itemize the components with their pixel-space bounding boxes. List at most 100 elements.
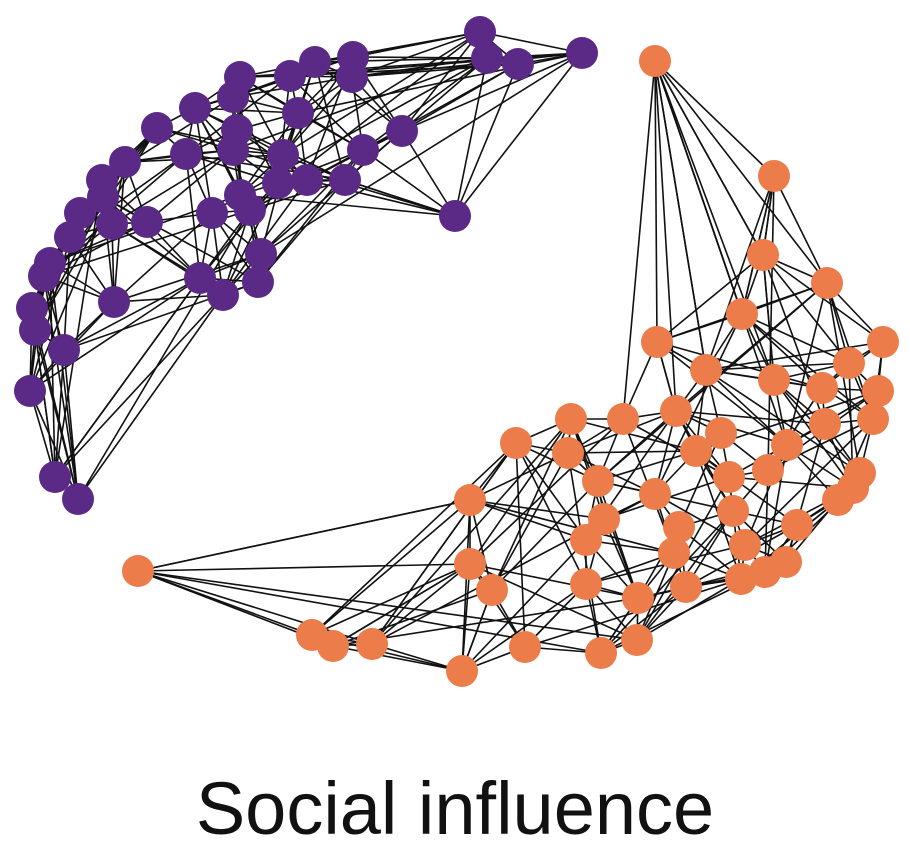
orange-cluster-node	[725, 563, 757, 595]
orange-cluster-edge	[311, 442, 517, 636]
purple-cluster-edge	[222, 179, 308, 296]
purple-cluster-edge	[401, 31, 481, 132]
orange-cluster-edge	[741, 313, 823, 389]
purple-cluster-edge	[113, 212, 213, 303]
orange-cluster-edge	[469, 499, 587, 541]
orange-cluster-edge	[371, 442, 517, 645]
orange-cluster-edge	[371, 418, 572, 645]
purple-cluster-edge	[362, 57, 488, 151]
orange-cluster-edge	[469, 563, 526, 648]
orange-cluster-node	[726, 298, 758, 330]
orange-cluster-node	[641, 326, 673, 358]
purple-cluster-edge	[289, 75, 364, 151]
orange-cluster-node	[758, 364, 790, 396]
purple-cluster-edge	[77, 294, 224, 500]
purple-cluster-node	[54, 221, 86, 253]
purple-cluster-edge	[222, 182, 279, 296]
orange-cluster-edge	[371, 563, 471, 645]
purple-cluster-node	[39, 461, 71, 493]
orange-cluster-edge	[469, 452, 569, 501]
orange-cluster-edge	[705, 369, 861, 474]
orange-cluster-edge	[656, 341, 823, 389]
orange-cluster-node	[356, 628, 388, 660]
purple-cluster-node	[28, 260, 60, 292]
orange-cluster-edge	[654, 60, 707, 371]
purple-cluster-node	[217, 134, 249, 166]
orange-cluster-node	[509, 631, 541, 663]
orange-cluster-node	[317, 630, 349, 662]
orange-cluster-node	[663, 511, 695, 543]
orange-cluster-edge	[600, 586, 687, 654]
social-network-graph	[14, 16, 899, 687]
purple-cluster-node	[262, 167, 294, 199]
purple-cluster-node	[109, 146, 141, 178]
purple-cluster-node	[245, 238, 277, 270]
orange-cluster-node	[680, 435, 712, 467]
orange-cluster-node	[500, 427, 532, 459]
orange-cluster-edge	[469, 418, 624, 565]
orange-cluster-node	[670, 571, 702, 603]
orange-cluster-node	[867, 326, 899, 358]
orange-cluster-edge	[654, 60, 775, 177]
purple-cluster-edge	[401, 57, 488, 132]
orange-cluster-edge	[741, 313, 850, 364]
orange-cluster-node	[660, 395, 692, 427]
orange-cluster-node	[729, 529, 761, 561]
purple-cluster-edge	[454, 57, 488, 217]
purple-cluster-node	[184, 262, 216, 294]
purple-cluster-edge	[49, 262, 79, 500]
purple-cluster-edge	[54, 179, 103, 478]
orange-cluster-edge	[597, 450, 697, 482]
purple-cluster-node	[14, 375, 46, 407]
orange-cluster-node	[622, 582, 654, 614]
orange-cluster-node	[122, 555, 154, 587]
orange-cluster-edge	[137, 570, 313, 636]
orange-cluster-node	[658, 537, 690, 569]
purple-cluster-node	[471, 42, 503, 74]
orange-cluster-edge	[654, 60, 775, 381]
orange-cluster-edge	[654, 60, 658, 343]
orange-cluster-edge	[469, 418, 572, 565]
orange-cluster-edge	[654, 60, 764, 256]
purple-cluster-node	[329, 164, 361, 196]
orange-cluster-edge	[654, 60, 828, 284]
purple-cluster-node	[386, 115, 418, 147]
purple-cluster-edge	[124, 154, 284, 163]
purple-cluster-edge	[49, 262, 56, 478]
purple-cluster-node	[291, 164, 323, 196]
purple-cluster-node	[439, 200, 471, 232]
orange-cluster-edge	[654, 60, 743, 315]
purple-cluster-node	[98, 286, 130, 318]
orange-cluster-node	[570, 568, 602, 600]
purple-cluster-node	[141, 112, 173, 144]
orange-cluster-edge	[469, 499, 605, 520]
orange-cluster-edge	[767, 418, 874, 471]
orange-cluster-edge	[332, 563, 471, 647]
orange-cluster-edge	[137, 499, 471, 572]
orange-cluster-node	[811, 267, 843, 299]
orange-cluster-node	[454, 548, 486, 580]
orange-cluster-node	[552, 437, 584, 469]
orange-cluster-node	[454, 484, 486, 516]
orange-cluster-edge	[332, 645, 463, 672]
orange-cluster-node	[570, 524, 602, 556]
purple-cluster-edge	[194, 107, 213, 214]
orange-cluster-node	[749, 556, 781, 588]
purple-cluster-node	[299, 46, 331, 78]
orange-cluster-node	[806, 372, 838, 404]
orange-cluster-edge	[656, 254, 764, 343]
orange-cluster-edge	[762, 254, 850, 364]
purple-cluster-edge	[232, 57, 488, 151]
purple-cluster-node	[267, 139, 299, 171]
purple-cluster-node	[207, 279, 239, 311]
purple-cluster-node	[282, 97, 314, 129]
orange-cluster-edge	[469, 563, 639, 599]
purple-cluster-node	[62, 483, 94, 515]
orange-cluster-node	[809, 408, 841, 440]
purple-cluster-node	[347, 134, 379, 166]
orange-cluster-node	[758, 160, 790, 192]
orange-cluster-edge	[654, 493, 746, 546]
orange-cluster-node	[833, 347, 865, 379]
purple-cluster-edge	[102, 196, 259, 283]
orange-cluster-edge	[137, 563, 471, 572]
